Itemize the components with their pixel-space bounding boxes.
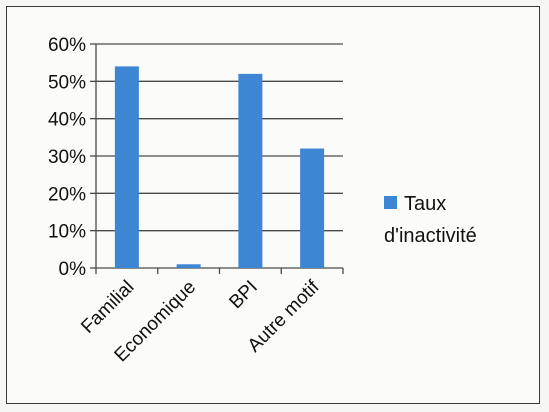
bar (238, 73, 263, 268)
legend-swatch (384, 196, 397, 209)
legend-label-line-2: d'inactivité (384, 225, 477, 247)
y-tick-label: 0% (59, 259, 87, 280)
y-tick-label: 50% (48, 72, 86, 93)
y-tick-label: 10% (48, 222, 86, 243)
axes (90, 43, 344, 274)
bars (114, 66, 325, 269)
legend-label-line-1: Taux (404, 193, 446, 215)
bar (300, 148, 325, 268)
bar (114, 66, 139, 269)
x-tick-label: Familial (77, 277, 138, 338)
y-tick-label: 30% (48, 147, 86, 168)
y-tick-label: 40% (48, 110, 86, 131)
y-tick-label: 20% (48, 184, 86, 205)
legend: Taux d'inactivité (384, 193, 477, 247)
y-tick-labels: 0% 10% 20% 30% 40% 50% 60% (48, 35, 86, 280)
x-tick-label: BPI (225, 277, 262, 314)
chart-frame (6, 6, 540, 404)
bar (176, 264, 201, 268)
y-tick-label: 60% (48, 35, 86, 56)
